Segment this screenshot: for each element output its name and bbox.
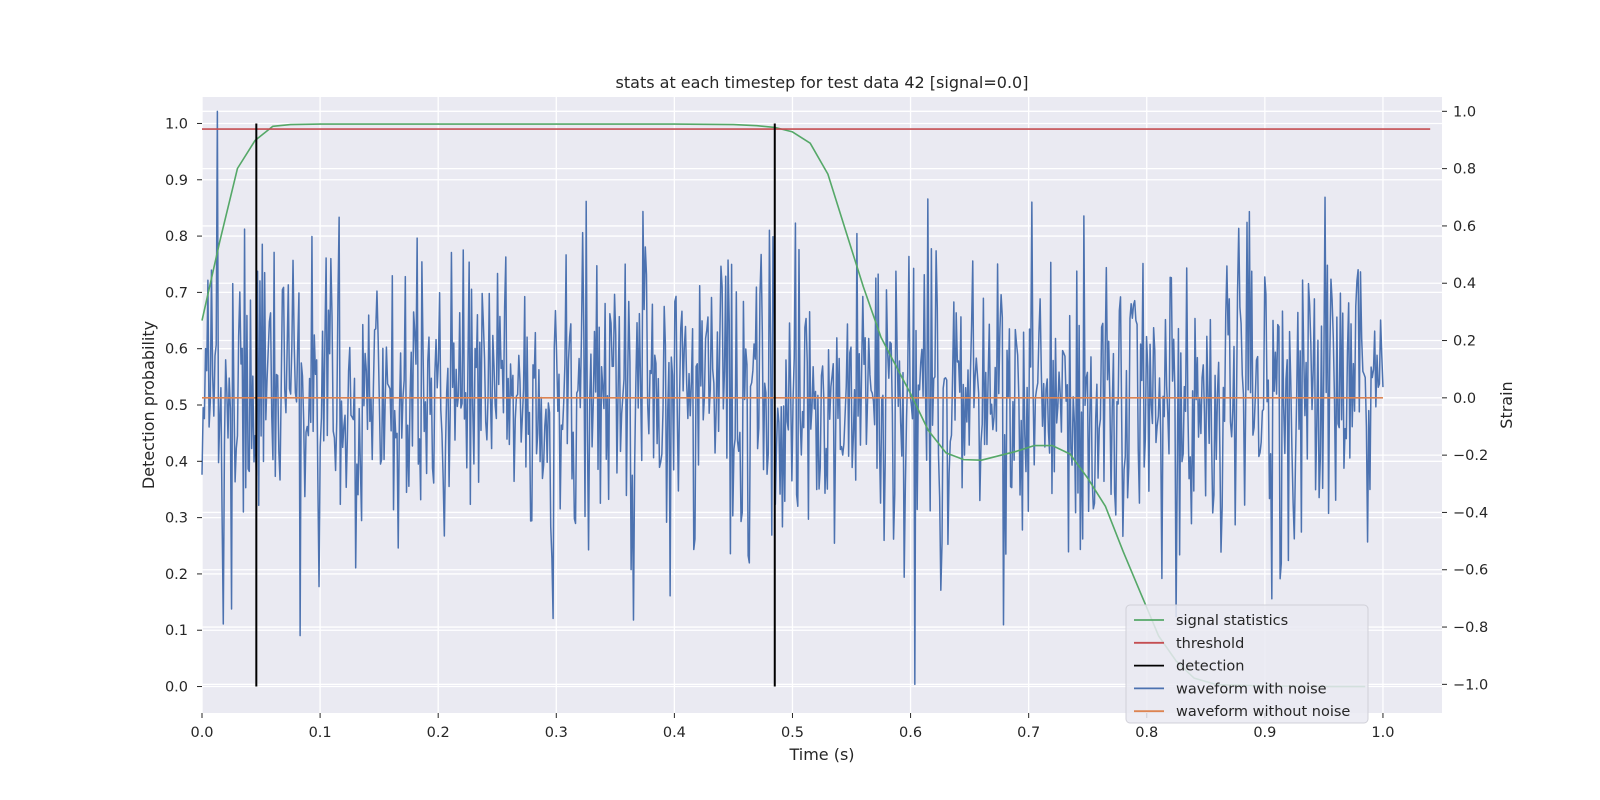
x-tick-label: 0.8: [1135, 725, 1158, 741]
legend-label: signal statistics: [1176, 613, 1288, 629]
x-tick-label: 0.1: [309, 725, 332, 741]
chart-title: stats at each timestep for test data 42 …: [616, 73, 1029, 92]
x-tick-label: 0.3: [545, 725, 568, 741]
y2-tick-label: 1.0: [1453, 104, 1476, 120]
x-tick-label: 0.0: [190, 725, 213, 741]
y2-tick-label: 0.4: [1453, 276, 1476, 292]
legend: signal statistics threshold detection wavef…: [1125, 604, 1369, 724]
y2-tick-label: −1.0: [1453, 677, 1488, 693]
y-axis-label: Detection probability: [139, 321, 158, 489]
legend-box: [1125, 604, 1369, 724]
y-tick-label: 1.0: [165, 116, 188, 132]
y-tick-label: 0.6: [165, 342, 188, 358]
legend-label: waveform without noise: [1176, 704, 1350, 720]
y-tick-label: 0.8: [165, 229, 188, 245]
y2-tick-label: −0.2: [1453, 448, 1488, 464]
y2-tick-label: 0.6: [1453, 219, 1476, 235]
series-waveform-with-noise: [201, 110, 1384, 686]
y2-tick-label: 0.0: [1453, 391, 1476, 407]
x-tick-label: 0.9: [1253, 725, 1276, 741]
x-tick-label: 0.5: [781, 725, 804, 741]
y2-tick-label: −0.8: [1453, 620, 1488, 636]
y-tick-label: 0.7: [165, 285, 188, 301]
legend-label: waveform with noise: [1176, 681, 1327, 697]
y-tick-label: 0.3: [165, 511, 188, 527]
x-axis-label: Time (s): [788, 745, 854, 764]
y-tick-label: 0.9: [165, 173, 188, 189]
y2-tick-label: 0.8: [1453, 162, 1476, 178]
y2-tick-label: −0.4: [1453, 505, 1488, 521]
y2-axis-label: Strain: [1497, 381, 1516, 428]
x-tick-label: 0.4: [663, 725, 686, 741]
legend-label: threshold: [1176, 636, 1244, 652]
y-tick-label: 0.2: [165, 567, 188, 583]
axes-layer: 0.0 0.1 0.2 0.3 0.4 0.5 0.6 0.7 0.8 0.9 1.0 0.0 0.1 0…: [165, 104, 1488, 741]
y-tick-label: 0.0: [165, 680, 188, 696]
y-tick-label: 0.5: [165, 398, 188, 414]
x-tick-label: 0.7: [1017, 725, 1040, 741]
y2-tick-label: −0.6: [1453, 563, 1488, 579]
x-tick-label: 0.2: [427, 725, 450, 741]
y-tick-label: 0.4: [165, 454, 188, 470]
x-tick-label: 1.0: [1371, 725, 1394, 741]
y-tick-label: 0.1: [165, 623, 188, 639]
legend-label: detection: [1176, 659, 1244, 675]
x-tick-label: 0.6: [899, 725, 922, 741]
y2-tick-label: 0.2: [1453, 334, 1476, 350]
